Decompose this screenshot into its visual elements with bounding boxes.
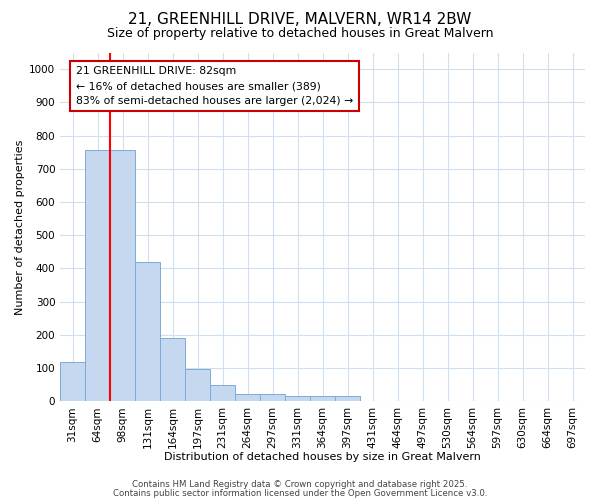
Bar (335, 396, 360, 402)
Bar (160, 338, 185, 402)
Bar (185, 369, 210, 402)
Text: 21, GREENHILL DRIVE, MALVERN, WR14 2BW: 21, GREENHILL DRIVE, MALVERN, WR14 2BW (128, 12, 472, 28)
Bar (110, 150, 135, 402)
Y-axis label: Number of detached properties: Number of detached properties (15, 139, 25, 314)
Text: Contains HM Land Registry data © Crown copyright and database right 2025.: Contains HM Land Registry data © Crown c… (132, 480, 468, 489)
Bar (310, 396, 335, 402)
X-axis label: Distribution of detached houses by size in Great Malvern: Distribution of detached houses by size … (164, 452, 481, 462)
Text: Size of property relative to detached houses in Great Malvern: Size of property relative to detached ho… (107, 28, 493, 40)
Bar (85, 150, 110, 402)
Text: 21 GREENHILL DRIVE: 82sqm
← 16% of detached houses are smaller (389)
83% of semi: 21 GREENHILL DRIVE: 82sqm ← 16% of detac… (76, 66, 353, 106)
Bar (235, 394, 260, 402)
Bar (285, 396, 310, 402)
Bar (210, 386, 235, 402)
Bar (60, 362, 85, 402)
Text: Contains public sector information licensed under the Open Government Licence v3: Contains public sector information licen… (113, 488, 487, 498)
Bar (260, 394, 285, 402)
Bar (135, 262, 160, 402)
